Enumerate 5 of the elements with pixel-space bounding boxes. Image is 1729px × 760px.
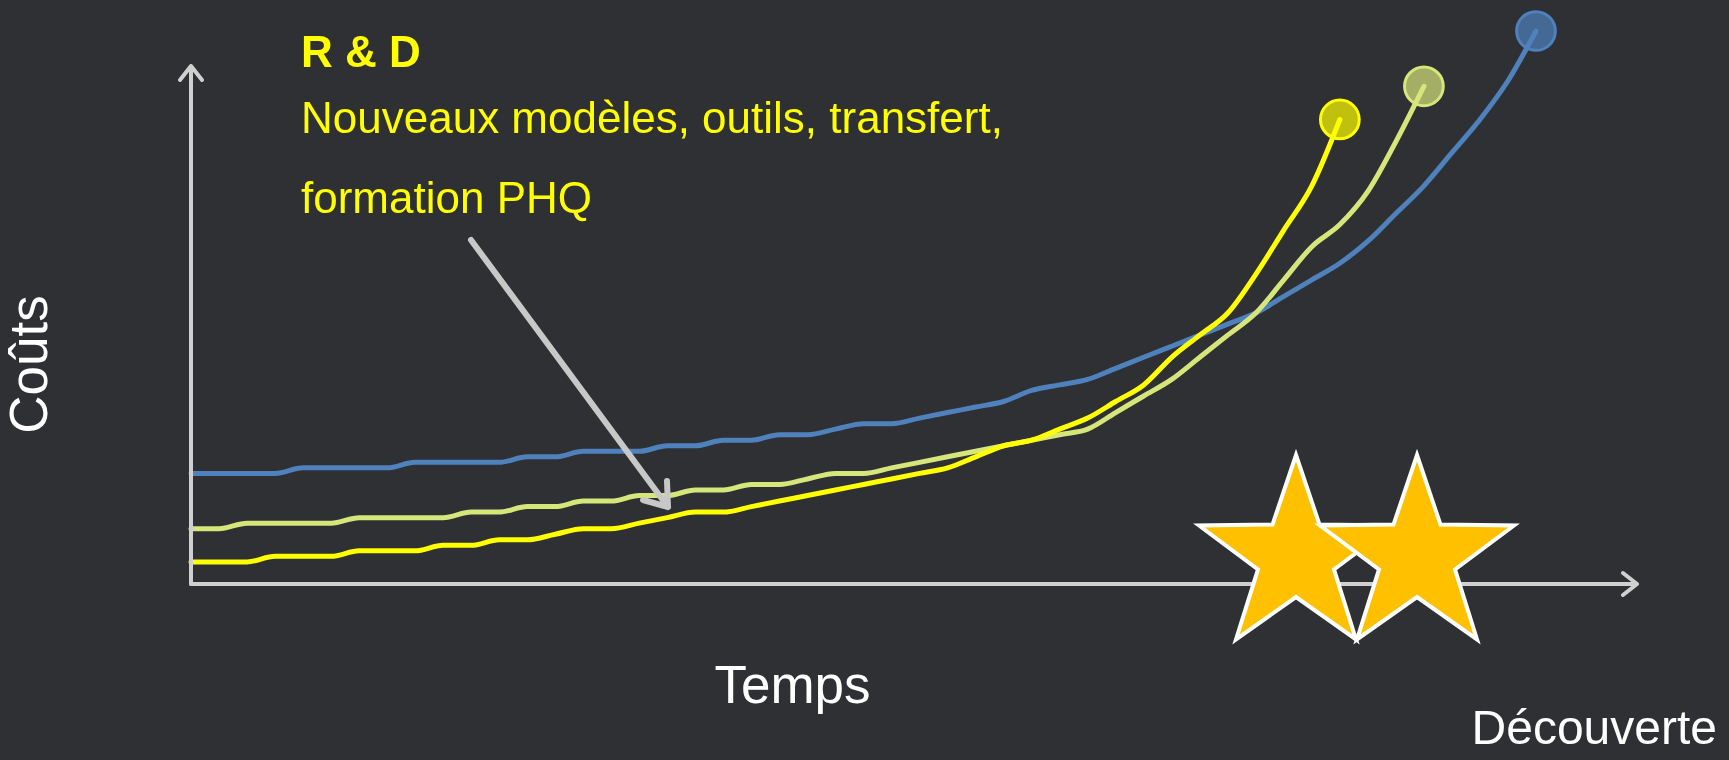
text: Découverte — [1471, 700, 1717, 756]
x-axis-title: Temps — [714, 654, 871, 714]
annotation: R & D — [301, 26, 421, 78]
y-axis-title: Coûts — [0, 295, 58, 434]
annotation: Nouveaux modèles, outils, transfert, formation PHQ — [301, 92, 1004, 224]
